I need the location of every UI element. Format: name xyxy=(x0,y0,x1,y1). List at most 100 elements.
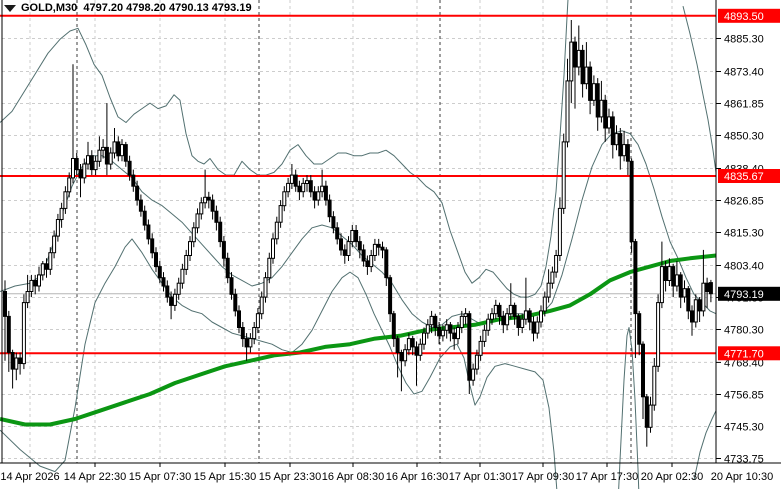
y-axis-tick-label: 4885.30 xyxy=(724,34,764,46)
candle xyxy=(191,227,196,243)
candle xyxy=(289,174,294,184)
candle xyxy=(278,205,283,223)
candle xyxy=(705,282,710,293)
candle xyxy=(308,180,313,193)
candle xyxy=(497,304,502,317)
moving-average-line xyxy=(0,253,717,427)
x-axis-tick-label: 20 Apr 02:30 xyxy=(641,471,703,483)
candle xyxy=(127,160,132,176)
y-axis-tick-label: 4780.30 xyxy=(724,325,764,337)
candle xyxy=(312,191,317,201)
candle xyxy=(395,338,400,354)
candle xyxy=(169,296,174,306)
candle xyxy=(418,343,423,356)
candle xyxy=(376,243,381,248)
candle xyxy=(539,310,543,323)
candle xyxy=(195,213,200,229)
hline-price-badge: 4771.70 xyxy=(718,346,780,361)
candle xyxy=(172,293,177,306)
candle xyxy=(486,318,491,331)
candle xyxy=(93,160,98,171)
x-axis[interactable]: 14 Apr 2026 14 Apr 22:30 15 Apr 07:30 15 Ap… xyxy=(0,463,773,483)
svg-text:4771.70: 4771.70 xyxy=(724,348,764,360)
candle xyxy=(10,352,15,370)
svg-text:4835.67: 4835.67 xyxy=(724,171,764,183)
candle xyxy=(652,365,657,406)
svg-text:4793.19: 4793.19 xyxy=(724,289,764,301)
candles-layer[interactable] xyxy=(3,20,713,447)
candle xyxy=(686,288,691,312)
x-axis-tick-label: 16 Apr 16:30 xyxy=(386,471,448,483)
candle xyxy=(188,241,192,257)
candle xyxy=(101,146,106,151)
candle xyxy=(199,202,204,215)
candle xyxy=(505,313,510,326)
candle xyxy=(678,274,683,298)
candle xyxy=(588,66,593,101)
candle xyxy=(237,310,241,328)
candle xyxy=(184,255,189,270)
chart-title-bar: GOLD,M30 4797.20 4798.20 4790.13 4793.19 xyxy=(4,1,252,15)
candle xyxy=(71,158,75,179)
candle xyxy=(659,266,664,304)
candle xyxy=(406,338,411,351)
candle xyxy=(29,279,34,292)
candle xyxy=(629,160,634,243)
candle xyxy=(150,238,155,254)
y-axis-tick-label: 4768.40 xyxy=(724,357,764,369)
candle xyxy=(37,274,41,287)
bollinger-upper-line xyxy=(0,0,717,298)
symbol-dropdown-triangle-icon[interactable] xyxy=(4,4,16,12)
candle xyxy=(456,327,460,340)
candle xyxy=(323,185,328,201)
candle xyxy=(444,324,449,331)
candle xyxy=(33,279,38,287)
candle xyxy=(622,144,627,157)
candle xyxy=(97,149,102,162)
bollinger-lower-line xyxy=(0,238,717,489)
x-axis-tick-label: 14 Apr 22:30 xyxy=(64,471,126,483)
candle xyxy=(52,235,57,254)
candle xyxy=(161,277,166,287)
candle xyxy=(410,338,415,348)
candle xyxy=(512,304,517,317)
candle xyxy=(221,241,226,259)
candle xyxy=(399,352,404,362)
candle xyxy=(422,332,426,345)
chart-title: GOLD,M30 4797.20 4798.20 4790.13 4793.19 xyxy=(21,2,252,14)
candle xyxy=(63,191,68,209)
x-axis-tick-label: 16 Apr 08:30 xyxy=(322,471,384,483)
horizontal-price-lines xyxy=(0,14,716,355)
x-axis-tick-label: 14 Apr 2026 xyxy=(0,471,59,483)
y-axis-tick-label: 4826.85 xyxy=(724,196,764,208)
candle xyxy=(74,158,79,171)
candle xyxy=(565,80,570,143)
candle xyxy=(78,169,83,179)
y-axis[interactable]: 4885.304873.404861.854850.304838.404826.… xyxy=(716,34,764,466)
candle xyxy=(690,310,694,323)
candle xyxy=(674,274,679,287)
candle xyxy=(641,343,645,398)
candle xyxy=(437,327,442,337)
candle xyxy=(297,185,302,193)
candle xyxy=(104,146,109,165)
candle xyxy=(48,252,53,270)
candle xyxy=(369,255,374,268)
candle xyxy=(225,257,230,279)
candle xyxy=(263,277,268,298)
candle xyxy=(561,141,566,209)
x-axis-tick-label: 15 Apr 15:30 xyxy=(194,471,256,483)
candle xyxy=(459,315,464,328)
candle xyxy=(274,221,279,240)
candle xyxy=(210,199,215,212)
y-axis-tick-label: 4815.30 xyxy=(724,228,764,240)
y-axis-tick-label: 4745.30 xyxy=(724,422,764,434)
candle xyxy=(633,241,638,315)
candle xyxy=(180,268,185,284)
x-axis-tick-label: 15 Apr 07:30 xyxy=(129,471,191,483)
candle xyxy=(656,302,661,367)
candle xyxy=(463,313,468,318)
candle xyxy=(357,241,362,251)
candle xyxy=(327,199,332,218)
